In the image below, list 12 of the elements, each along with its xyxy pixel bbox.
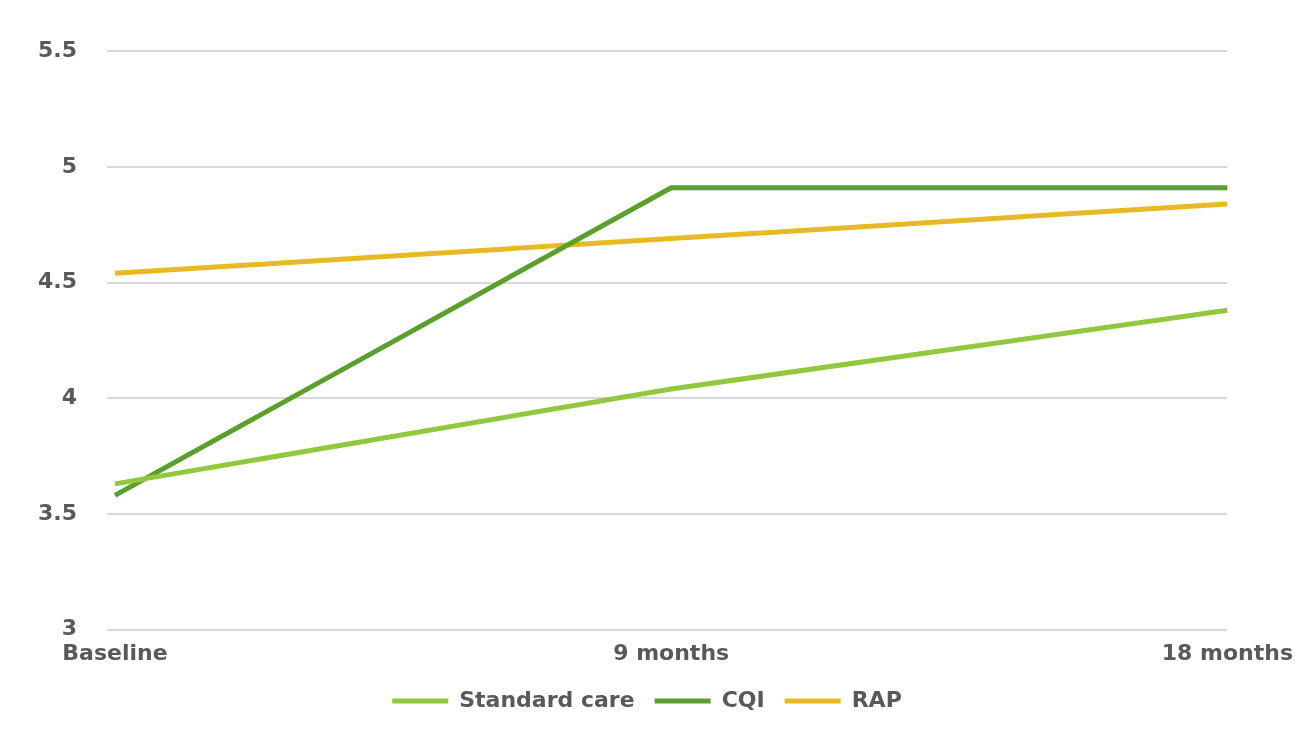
x-tick-label: Baseline bbox=[62, 639, 168, 665]
legend-label: RAP bbox=[851, 686, 902, 712]
y-tick-label: 4 bbox=[61, 383, 77, 409]
x-tick-label: 18 months bbox=[1161, 639, 1293, 665]
y-tick-label: 3 bbox=[61, 615, 77, 641]
y-tick-label: 5.5 bbox=[37, 36, 77, 62]
legend-label: Standard care bbox=[459, 686, 635, 712]
y-tick-label: 3.5 bbox=[37, 499, 77, 525]
x-tick-label: 9 months bbox=[613, 639, 730, 665]
y-tick-label: 4.5 bbox=[37, 268, 77, 294]
legend-label: CQI bbox=[721, 686, 765, 712]
y-tick-label: 5 bbox=[61, 152, 77, 178]
